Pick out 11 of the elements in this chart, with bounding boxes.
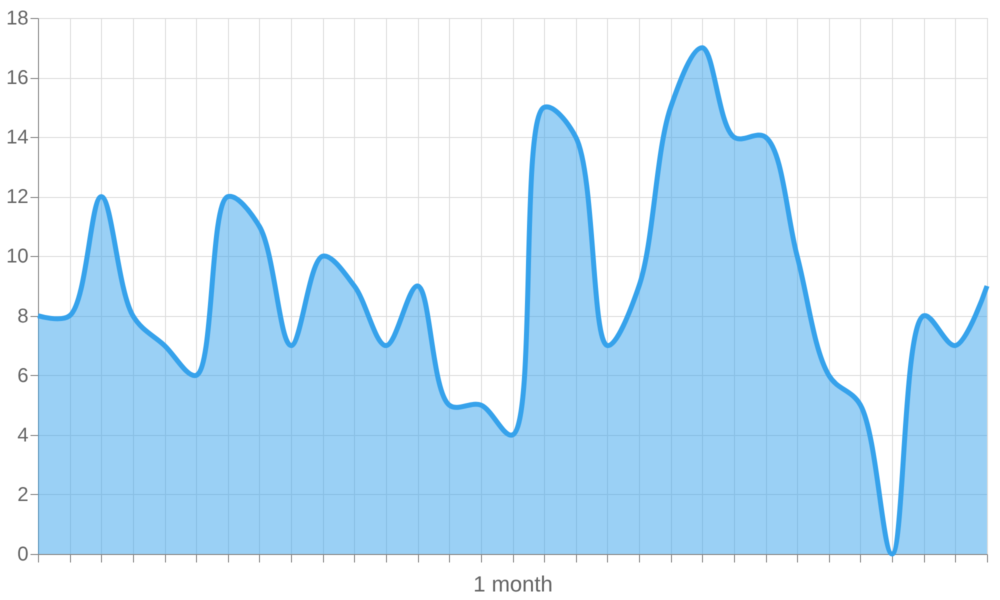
y-tick-label: 8: [17, 305, 28, 328]
y-tick-label: 18: [6, 8, 28, 30]
x-axis-title: 1 month: [473, 572, 553, 596]
y-tick-label: 10: [6, 246, 28, 268]
y-tick-label: 12: [6, 186, 28, 208]
y-tick-label: 16: [6, 67, 28, 90]
y-tick-label: 14: [6, 126, 28, 149]
y-tick-label: 4: [17, 424, 28, 446]
y-tick-label: 0: [17, 544, 28, 566]
y-tick-label: 6: [17, 364, 28, 387]
y-tick-label: 2: [17, 484, 28, 506]
